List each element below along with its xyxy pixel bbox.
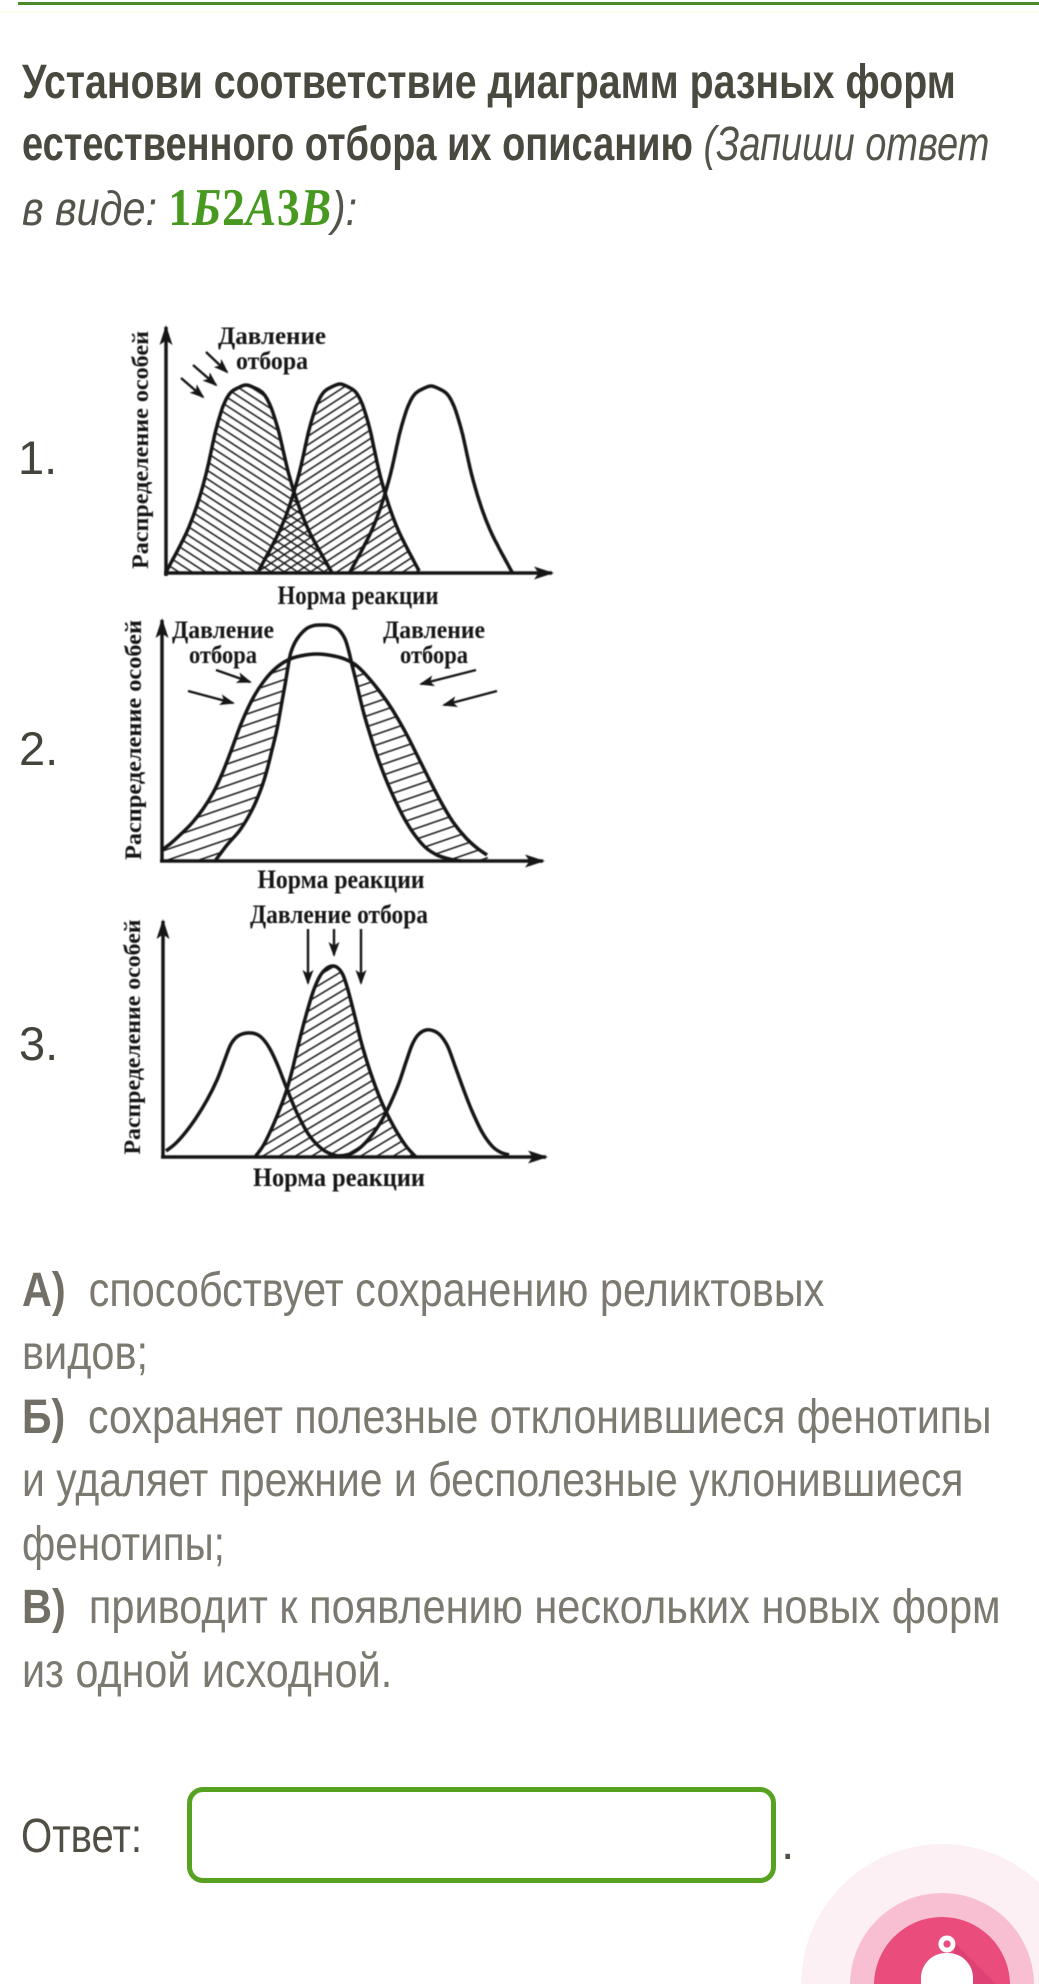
- svg-text:Распределение особей: Распределение особей: [128, 331, 153, 569]
- svg-text:Норма реакции: Норма реакции: [253, 1163, 425, 1192]
- svg-text:Распределение особей: Распределение особей: [120, 920, 145, 1155]
- svg-text:отбора: отбора: [400, 642, 468, 669]
- svg-text:отбора: отбора: [189, 642, 257, 669]
- svg-text:Давление отбора: Давление отбора: [250, 900, 428, 929]
- svg-text:Распределение особей: Распределение особей: [121, 620, 146, 860]
- svg-text:Давление: Давление: [383, 617, 485, 644]
- svg-text:Давление: Давление: [218, 323, 326, 350]
- svg-text:отбора: отбора: [236, 348, 308, 375]
- svg-text:Давление: Давление: [172, 617, 274, 644]
- svg-text:Норма реакции: Норма реакции: [258, 865, 425, 894]
- svg-text:Норма реакции: Норма реакции: [278, 581, 439, 610]
